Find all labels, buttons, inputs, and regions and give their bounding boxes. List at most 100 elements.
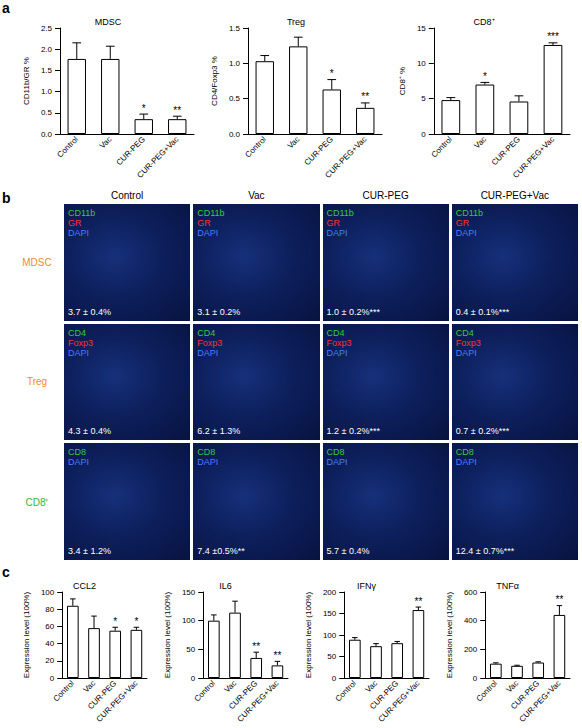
- svg-text:Expression level (100%): Expression level (100%): [163, 592, 172, 679]
- svg-text:**: **: [173, 105, 181, 116]
- svg-text:Control: Control: [429, 135, 454, 160]
- html-text:3.7 ± 0.4%: 3.7 ± 0.4%: [68, 306, 111, 317]
- html-text:3.1 ± 0.2%: 3.1 ± 0.2%: [197, 306, 241, 317]
- svg-text:0.5: 0.5: [229, 94, 241, 103]
- svg-text:200: 200: [323, 588, 337, 597]
- svg-text:Control: Control: [192, 679, 217, 704]
- svg-text:150: 150: [323, 609, 337, 618]
- svg-text:*: *: [134, 616, 138, 627]
- svg-text:0: 0: [332, 674, 337, 683]
- html-text:Vac: Vac: [248, 190, 265, 201]
- svg-text:Vac: Vac: [223, 679, 239, 695]
- html-text:4.3 ± 0.4%: 4.3 ± 0.4%: [68, 426, 111, 437]
- svg-text:Vac: Vac: [364, 679, 380, 695]
- svg-text:IFNγ: IFNγ: [357, 581, 376, 591]
- svg-text:1.5: 1.5: [41, 66, 53, 75]
- svg-text:0: 0: [191, 674, 196, 683]
- html-text:MDSC: MDSC: [22, 256, 52, 268]
- svg-text:1.5: 1.5: [229, 24, 241, 33]
- html-text:Control: Control: [111, 190, 144, 201]
- svg-text:Control: Control: [243, 135, 268, 160]
- svg-text:20: 20: [45, 656, 54, 665]
- svg-text:0: 0: [50, 674, 55, 683]
- svg-text:Expression level (100%): Expression level (100%): [304, 592, 313, 679]
- svg-text:*: *: [142, 103, 146, 114]
- svg-text:CD4/Foxp3 %: CD4/Foxp3 %: [210, 56, 219, 106]
- svg-text:***: ***: [547, 31, 559, 42]
- svg-text:50: 50: [327, 652, 336, 661]
- svg-text:0.0: 0.0: [229, 130, 241, 139]
- svg-text:CUR-PEG: CUR-PEG: [490, 135, 522, 167]
- svg-text:0.0: 0.0: [41, 130, 53, 139]
- html-text:Treg: Treg: [26, 376, 48, 388]
- svg-text:CUR-PEG: CUR-PEG: [303, 135, 335, 167]
- svg-text:Treg: Treg: [287, 17, 305, 27]
- svg-text:1.0: 1.0: [41, 87, 53, 96]
- svg-text:15: 15: [417, 24, 426, 33]
- html-text:CUR-PEG+Vac: CUR-PEG+Vac: [480, 190, 550, 201]
- svg-text:Expression level (100%): Expression level (100%): [22, 592, 31, 679]
- svg-text:IL6: IL6: [219, 581, 232, 591]
- html-text:DAPI: DAPI: [68, 347, 89, 358]
- html-text:CD4: CD4: [197, 327, 216, 338]
- html-text:0.4 ± 0.1%***: 0.4 ± 0.1%***: [455, 306, 510, 317]
- html-text:Foxp3: Foxp3: [197, 337, 223, 348]
- svg-text:150: 150: [182, 588, 196, 597]
- svg-text:Vac: Vac: [286, 135, 302, 151]
- svg-text:Vac: Vac: [82, 679, 98, 695]
- svg-text:0.5: 0.5: [41, 108, 53, 117]
- svg-text:**: **: [252, 641, 260, 652]
- svg-text:CUR-PEG+Vac: CUR-PEG+Vac: [135, 135, 180, 180]
- svg-text:40: 40: [45, 639, 54, 648]
- svg-text:600: 600: [464, 588, 478, 597]
- svg-text:CD8⁺ %: CD8⁺ %: [398, 67, 407, 95]
- svg-text:CUR-PEG+Vac: CUR-PEG+Vac: [518, 679, 563, 724]
- svg-text:Vac: Vac: [505, 679, 521, 695]
- svg-text:0: 0: [473, 674, 478, 683]
- svg-text:Control: Control: [51, 679, 76, 704]
- svg-text:1.0: 1.0: [229, 59, 241, 68]
- svg-text:TNFα: TNFα: [496, 581, 519, 591]
- svg-text:CUR-PEG+Vac: CUR-PEG+Vac: [323, 135, 368, 180]
- svg-text:0: 0: [421, 130, 426, 139]
- svg-text:*: *: [113, 616, 117, 627]
- svg-text:CUR-PEG+Vac: CUR-PEG+Vac: [511, 135, 556, 180]
- html-text:CD8⁺: CD8⁺: [25, 496, 49, 508]
- svg-text:CD8⁺: CD8⁺: [473, 17, 494, 27]
- svg-text:CCL2: CCL2: [73, 581, 96, 591]
- svg-text:*: *: [483, 71, 487, 82]
- svg-text:Vac: Vac: [98, 135, 114, 151]
- svg-text:Control: Control: [333, 679, 358, 704]
- svg-text:5: 5: [421, 94, 426, 103]
- svg-text:80: 80: [45, 605, 54, 614]
- svg-text:400: 400: [464, 616, 478, 625]
- svg-text:CUR-PEG: CUR-PEG: [115, 135, 147, 167]
- svg-text:100: 100: [182, 616, 196, 625]
- svg-text:Control: Control: [474, 679, 499, 704]
- svg-text:Control: Control: [55, 135, 80, 160]
- svg-text:50: 50: [186, 645, 195, 654]
- svg-text:CD11b/GR %: CD11b/GR %: [22, 57, 31, 105]
- svg-text:200: 200: [464, 645, 478, 654]
- svg-text:Expression level (100%): Expression level (100%): [445, 592, 454, 679]
- svg-text:MDSC: MDSC: [95, 17, 122, 27]
- svg-text:100: 100: [323, 631, 337, 640]
- svg-text:100: 100: [41, 588, 55, 597]
- svg-text:**: **: [556, 594, 564, 605]
- svg-text:CUR-PEG+Vac: CUR-PEG+Vac: [236, 679, 281, 724]
- svg-text:2.0: 2.0: [41, 45, 53, 54]
- svg-text:2.5: 2.5: [41, 24, 53, 33]
- svg-text:10: 10: [417, 59, 426, 68]
- html-text:CD4: CD4: [68, 327, 86, 338]
- html-text:Foxp3: Foxp3: [68, 337, 93, 348]
- html-text:CUR-PEG: CUR-PEG: [362, 190, 409, 201]
- svg-text:CUR-PEG+Vac: CUR-PEG+Vac: [95, 679, 140, 724]
- svg-text:60: 60: [45, 622, 54, 631]
- html-text:1.0 ± 0.2%***: 1.0 ± 0.2%***: [326, 306, 380, 317]
- svg-text:CUR-PEG+Vac: CUR-PEG+Vac: [377, 679, 422, 724]
- svg-text:Vac: Vac: [472, 135, 488, 151]
- svg-text:**: **: [415, 596, 423, 607]
- svg-text:*: *: [330, 68, 334, 79]
- svg-text:**: **: [361, 91, 369, 102]
- svg-text:**: **: [274, 650, 282, 661]
